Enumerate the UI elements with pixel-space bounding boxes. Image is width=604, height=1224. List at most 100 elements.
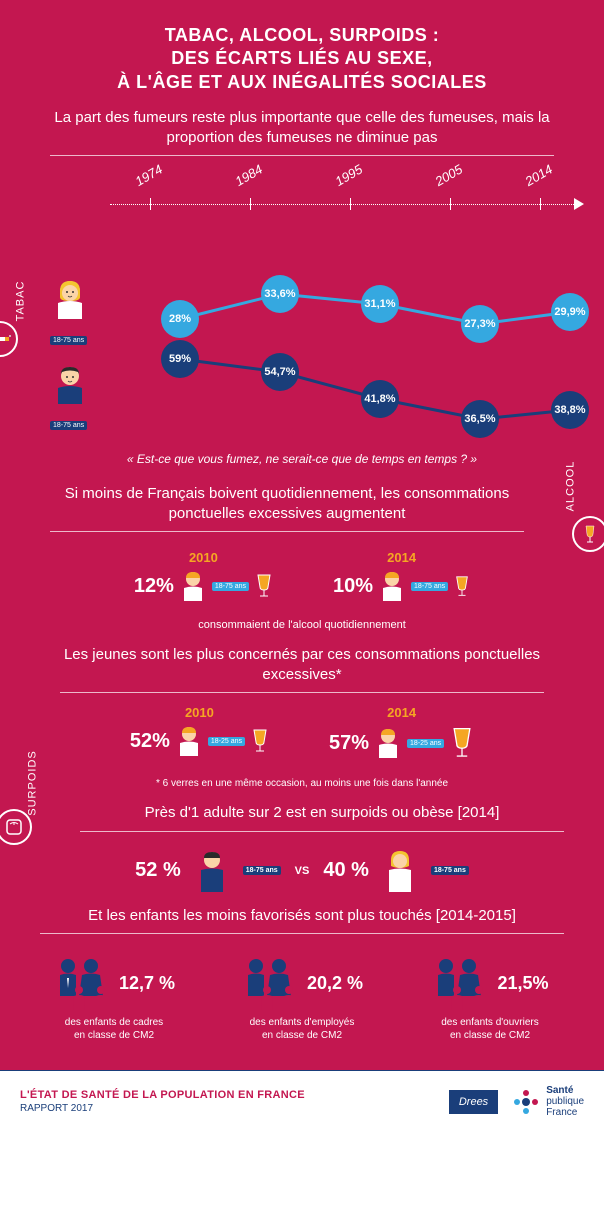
man-icon <box>195 850 229 892</box>
glass-icon <box>450 726 474 760</box>
surpoids-women-pct: 40 % <box>323 859 369 882</box>
tabac-quote: « Est-ce que vous fumez, ne serait-ce qu… <box>20 452 584 466</box>
children-pct-1: 20,2 % <box>307 973 363 994</box>
women-dp-2: 31,1% <box>361 285 399 323</box>
wine-glass-icon <box>572 516 604 552</box>
children-ouvriers: 21,5% des enfants d'ouvriers en classe d… <box>397 950 583 1042</box>
scale-icon <box>0 809 32 845</box>
year-1995: 1995 <box>333 162 366 189</box>
woman-icon <box>383 850 417 892</box>
surpoids-woman-age: 18-75 ans <box>431 866 469 875</box>
title-line1: TABAC, ALCOOL, SURPOIDS : <box>20 24 584 47</box>
alcool-label: ALCOOL <box>565 461 577 512</box>
tabac-subtitle: La part des fumeurs reste plus important… <box>50 108 554 156</box>
alcohol-young-row: 2010 52% 18-25 ans 2014 57% 18-25 ans <box>20 705 584 766</box>
footer-logos: Drees Santé publique France <box>449 1085 584 1118</box>
timeline-arrow-icon <box>574 198 584 210</box>
surpoids-subtitle2: Et les enfants les moins favorisés sont … <box>40 906 564 935</box>
surpoids-men-pct: 52 % <box>135 859 181 882</box>
tabac-label: TABAC <box>14 281 26 322</box>
timeline-axis <box>110 204 574 205</box>
spf-line1: Santé <box>546 1085 584 1096</box>
men-dp-4: 38,8% <box>551 391 589 429</box>
daily-year-1: 2014 <box>333 550 470 565</box>
children-label-1a: des enfants d'employés <box>209 1016 395 1029</box>
footer-line1: L'ÉTAT DE SANTÉ DE LA POPULATION EN FRAN… <box>20 1089 305 1101</box>
women-dp-1: 33,6% <box>261 275 299 313</box>
children-label-2b: en classe de CM2 <box>397 1029 583 1042</box>
person-small-icon <box>379 571 405 601</box>
young-pct-0: 52% <box>130 730 170 753</box>
children-label-0b: en classe de CM2 <box>21 1029 207 1042</box>
family-icon <box>53 956 113 1010</box>
surpoids-subtitle: Près d'1 adulte sur 2 est en surpoids ou… <box>80 803 564 832</box>
year-1974: 1974 <box>133 162 166 189</box>
year-1984: 1984 <box>233 162 266 189</box>
woman-age-badge: 18-75 ans <box>50 336 87 345</box>
family-icon <box>241 956 301 1010</box>
drees-logo: Drees <box>449 1090 498 1114</box>
person-small-icon <box>176 726 202 756</box>
daily-year-0: 2010 <box>134 550 273 565</box>
line-chart-svg: 28% 33,6% 31,1% 27,3% 29,9% 59% 54,7% 41… <box>140 224 574 444</box>
children-label-2a: des enfants d'ouvriers <box>397 1016 583 1029</box>
women-dp-4: 29,9% <box>551 293 589 331</box>
men-dp-0: 59% <box>161 340 199 378</box>
surpoids-label: SURPOIDS <box>27 750 39 815</box>
men-dp-2: 41,8% <box>361 380 399 418</box>
glass-icon <box>255 573 273 599</box>
daily-age-0: 18-75 ans <box>212 582 249 591</box>
surpoids-man-age: 18-75 ans <box>243 866 281 875</box>
young-year-0: 2010 <box>130 705 269 720</box>
daily-2010: 2010 12% 18-75 ans <box>134 550 273 607</box>
young-pct-1: 57% <box>329 732 369 755</box>
glass-icon <box>251 728 269 754</box>
family-icon <box>431 956 491 1010</box>
person-small-icon <box>180 571 206 601</box>
children-pct-0: 12,7 % <box>119 973 175 994</box>
woman-icon: 18-75 ans <box>50 279 90 347</box>
man-icon: 18-75 ans <box>50 364 90 432</box>
alcool-subtitle2: Les jeunes sont les plus concernés par c… <box>60 645 544 693</box>
footer: L'ÉTAT DE SANTÉ DE LA POPULATION EN FRAN… <box>0 1070 604 1132</box>
men-dp-1: 54,7% <box>261 353 299 391</box>
year-2014: 2014 <box>523 162 556 189</box>
women-dp-0: 28% <box>161 300 199 338</box>
young-age-1: 18-25 ans <box>407 739 444 748</box>
children-pct-2: 21,5% <box>497 973 548 994</box>
women-dp-3: 27,3% <box>461 305 499 343</box>
timeline: 1974 1984 1995 2005 2014 <box>110 174 584 224</box>
spf-line3: France <box>546 1107 584 1118</box>
children-employes: 20,2 % des enfants d'employés en classe … <box>209 950 395 1042</box>
men-dp-3: 36,5% <box>461 400 499 438</box>
main-title: TABAC, ALCOOL, SURPOIDS : DES ÉCARTS LIÉ… <box>20 24 584 94</box>
children-cadres: 12,7 % des enfants de cadres en classe d… <box>21 950 207 1042</box>
infographic-main: TABAC, ALCOOL, SURPOIDS : DES ÉCARTS LIÉ… <box>0 0 604 1070</box>
children-label-0a: des enfants de cadres <box>21 1016 207 1029</box>
person-small-icon <box>375 728 401 758</box>
young-age-0: 18-25 ans <box>208 737 245 746</box>
title-line3: À L'ÂGE ET AUX INÉGALITÉS SOCIALES <box>20 71 584 94</box>
daily-pct-1: 10% <box>333 575 373 598</box>
tabac-chart: 18-75 ans 18-75 ans TABAC <box>50 224 584 444</box>
alcool-subtitle: Si moins de Français boivent quotidienne… <box>50 484 524 532</box>
daily-2014: 2014 10% 18-75 ans <box>333 550 470 607</box>
daily-age-1: 18-75 ans <box>411 582 448 591</box>
surpoids-adults-row: 52 % 18-75 ans VS 40 % 18-75 ans <box>20 850 584 892</box>
alcohol-daily-row: 2010 12% 18-75 ans 2014 10% 18-75 ans <box>20 550 584 607</box>
cigarette-icon <box>0 321 18 357</box>
children-label-1b: en classe de CM2 <box>209 1029 395 1042</box>
spf-logo: Santé publique France <box>512 1085 584 1118</box>
children-row: 12,7 % des enfants de cadres en classe d… <box>20 950 584 1042</box>
spf-line2: publique <box>546 1096 584 1107</box>
man-age-badge: 18-75 ans <box>50 421 87 430</box>
daily-pct-0: 12% <box>134 575 174 598</box>
footer-line2: RAPPORT 2017 <box>20 1103 305 1114</box>
young-year-1: 2014 <box>329 705 474 720</box>
spf-logo-icon <box>512 1088 540 1116</box>
daily-caption: consommaient de l'alcool quotidiennement <box>20 619 584 631</box>
year-2005: 2005 <box>433 162 466 189</box>
young-footnote: * 6 verres en une même occasion, au moin… <box>20 778 584 789</box>
vs-label: VS <box>295 865 310 877</box>
young-2010: 2010 52% 18-25 ans <box>130 705 269 766</box>
